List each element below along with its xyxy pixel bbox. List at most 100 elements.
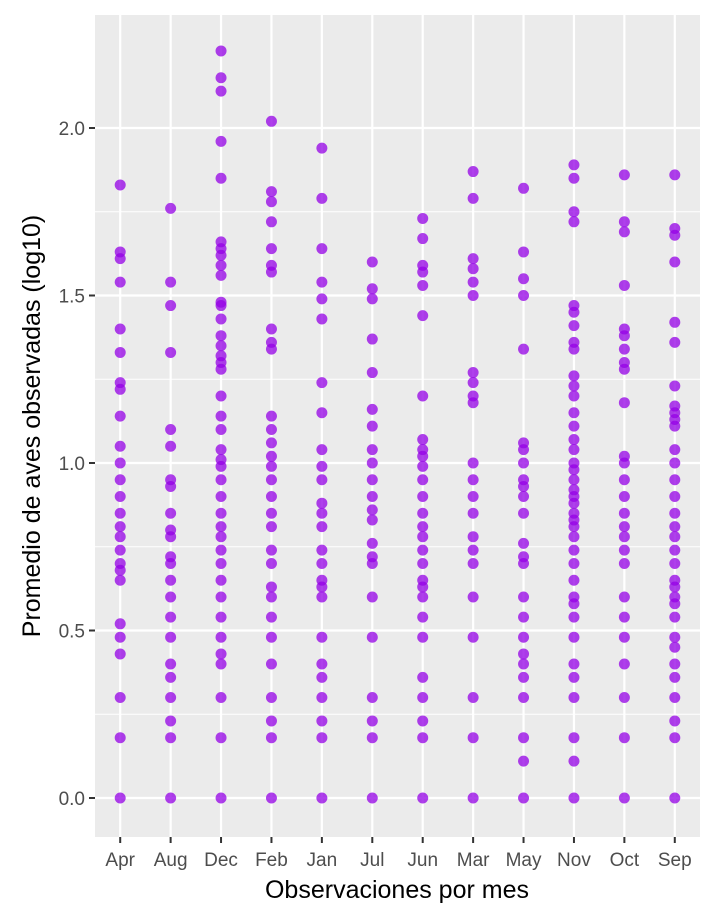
data-point <box>316 474 328 486</box>
data-point <box>215 236 227 248</box>
data-point <box>518 648 530 660</box>
data-point <box>215 424 227 435</box>
data-point <box>114 531 126 543</box>
data-point <box>366 293 378 305</box>
data-point <box>518 537 530 549</box>
data-point <box>265 692 277 703</box>
data-point <box>215 296 227 308</box>
x-tick-label: Feb <box>255 850 288 871</box>
x-tick-label: Mar <box>457 850 490 871</box>
data-point <box>165 591 177 603</box>
data-point <box>316 715 328 727</box>
data-point <box>366 537 378 549</box>
data-point <box>467 192 479 204</box>
data-point <box>366 715 378 727</box>
data-point <box>467 491 479 502</box>
data-point <box>467 474 479 486</box>
data-point <box>366 256 378 268</box>
data-point <box>114 558 126 569</box>
data-point <box>165 276 177 288</box>
data-point <box>316 444 328 456</box>
data-point <box>215 591 227 603</box>
data-point <box>366 591 378 603</box>
data-point <box>215 732 227 744</box>
data-point <box>366 692 378 703</box>
data-point <box>265 186 277 198</box>
data-point <box>618 631 630 643</box>
data-point <box>669 692 681 703</box>
data-point <box>417 279 429 291</box>
data-point <box>568 631 580 643</box>
data-point <box>669 531 681 543</box>
data-point <box>568 444 580 456</box>
data-point <box>265 491 277 502</box>
data-point <box>165 692 177 703</box>
data-point <box>265 196 277 208</box>
data-point <box>316 792 328 804</box>
data-point <box>265 715 277 727</box>
data-point <box>114 276 126 288</box>
data-point <box>417 792 429 804</box>
y-axis-ticks: 0.0 0.5 1.0 1.5 2.0 <box>59 119 95 810</box>
data-point <box>618 558 630 569</box>
data-point <box>265 581 277 593</box>
data-point <box>417 715 429 727</box>
data-point <box>618 531 630 543</box>
data-point <box>265 216 277 228</box>
data-point <box>669 574 681 586</box>
data-point <box>316 276 328 288</box>
data-point <box>417 671 429 683</box>
data-point <box>518 507 530 519</box>
data-point <box>215 350 227 362</box>
data-point <box>518 755 530 767</box>
data-point <box>669 474 681 486</box>
data-point <box>417 233 429 245</box>
data-point <box>114 491 126 502</box>
data-point <box>417 259 429 271</box>
data-point <box>618 658 630 670</box>
data-point <box>618 591 630 603</box>
data-point <box>215 259 227 271</box>
y-tick-label: 0.0 <box>59 789 85 810</box>
data-point <box>568 474 580 486</box>
data-point <box>215 658 227 670</box>
data-point <box>518 491 530 502</box>
data-point <box>618 216 630 228</box>
data-point <box>316 507 328 519</box>
data-point <box>669 444 681 456</box>
data-point <box>366 333 378 345</box>
data-point <box>669 658 681 670</box>
data-point <box>467 507 479 519</box>
data-point <box>518 246 530 258</box>
data-point <box>265 243 277 255</box>
data-point <box>215 544 227 556</box>
data-point <box>568 692 580 703</box>
data-point <box>417 732 429 744</box>
data-point <box>669 671 681 683</box>
data-point <box>366 283 378 295</box>
data-point <box>165 524 177 536</box>
data-point <box>467 732 479 744</box>
data-point <box>265 631 277 643</box>
data-point <box>316 574 328 586</box>
data-point <box>618 450 630 462</box>
data-point <box>265 591 277 603</box>
data-point <box>114 377 126 389</box>
data-point <box>417 390 429 402</box>
data-point <box>215 85 227 97</box>
data-point <box>165 474 177 486</box>
data-point <box>215 269 227 281</box>
data-point <box>518 658 530 670</box>
data-point <box>215 611 227 623</box>
data-point <box>568 380 580 392</box>
data-point <box>265 611 277 623</box>
data-point <box>568 792 580 804</box>
data-point <box>669 380 681 392</box>
x-tick-label: Jun <box>407 850 438 871</box>
data-point <box>215 330 227 342</box>
data-point <box>518 182 530 194</box>
data-point <box>114 792 126 804</box>
data-point <box>265 460 277 472</box>
data-point <box>114 179 126 191</box>
x-tick-label: Jan <box>307 850 338 871</box>
